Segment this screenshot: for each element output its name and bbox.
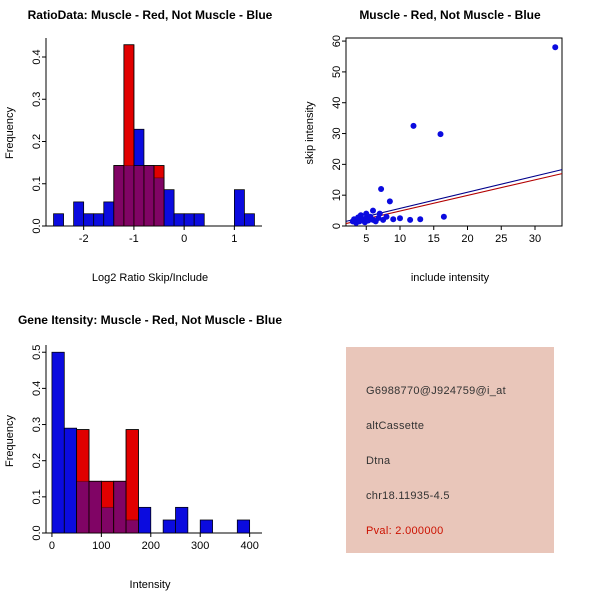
- svg-text:0.5: 0.5: [31, 345, 43, 360]
- svg-text:10: 10: [394, 233, 406, 245]
- svg-text:5: 5: [363, 233, 369, 245]
- svg-text:20: 20: [461, 233, 473, 245]
- svg-text:0.3: 0.3: [31, 417, 43, 432]
- svg-text:25: 25: [495, 233, 507, 245]
- scatter-plot: 5 10 15 20 25 30 0 10 20 30 40 50 60: [331, 35, 563, 245]
- gene-histogram-title: Gene Itensity: Muscle - Red, Not Muscle …: [17, 313, 283, 327]
- ratio-histogram-plot: -2 -1 0 1 0.0 0.1 0.2 0.3 0.4: [31, 38, 262, 245]
- svg-text:0.1: 0.1: [31, 176, 43, 191]
- svg-text:-2: -2: [79, 233, 89, 245]
- svg-text:0.2: 0.2: [31, 134, 43, 149]
- splice-type-text: altCassette: [366, 420, 425, 432]
- svg-text:0.4: 0.4: [31, 381, 43, 396]
- svg-text:0: 0: [181, 233, 187, 245]
- svg-text:20: 20: [331, 158, 343, 170]
- ratio-histogram-panel: RatioData: Muscle - Red, Not Muscle - Bl…: [0, 0, 300, 305]
- ratio-histogram-xlabel: Log2 Ratio Skip/Include: [91, 272, 209, 284]
- svg-text:300: 300: [191, 540, 209, 552]
- svg-text:10: 10: [331, 189, 343, 201]
- pval-text: Pval: 2.000000: [366, 525, 444, 537]
- svg-text:0.0: 0.0: [31, 525, 43, 540]
- svg-text:-1: -1: [129, 233, 139, 245]
- svg-text:0.3: 0.3: [31, 92, 43, 107]
- probe-info-box: G6988770@J924759@i_at altCassette Dtna c…: [346, 347, 554, 553]
- scatter-panel: Muscle - Red, Not Muscle - Blue 5 10 15 20 2…: [300, 0, 600, 305]
- scatter-ylabel: skip intensity: [304, 101, 316, 165]
- gene-histogram-ylabel: Frequency: [4, 415, 16, 467]
- svg-text:0.0: 0.0: [31, 218, 43, 233]
- svg-text:0.2: 0.2: [31, 453, 43, 468]
- ratio-histogram-ylabel: Frequency: [4, 107, 16, 159]
- chromosome-location-text: chr18.11935-4.5: [366, 490, 450, 502]
- svg-text:400: 400: [240, 540, 258, 552]
- gene-histogram-plot: 0 100 200 300 400 0.0 0.1 0.2 0.3 0.4 0.5: [31, 345, 262, 552]
- gene-symbol-text: Dtna: [366, 455, 391, 467]
- ratio-histogram-title: RatioData: Muscle - Red, Not Muscle - Bl…: [27, 8, 273, 22]
- svg-text:50: 50: [331, 66, 343, 78]
- svg-text:0: 0: [49, 540, 55, 552]
- scatter-xlabel: include intensity: [410, 272, 490, 284]
- svg-text:60: 60: [331, 35, 343, 47]
- svg-text:0.4: 0.4: [31, 49, 43, 64]
- svg-text:0: 0: [331, 223, 343, 229]
- svg-text:30: 30: [529, 233, 541, 245]
- svg-text:200: 200: [142, 540, 160, 552]
- svg-text:40: 40: [331, 97, 343, 109]
- gene-histogram-panel: Gene Itensity: Muscle - Red, Not Muscle …: [0, 305, 300, 600]
- probe-id-text: G6988770@J924759@i_at: [366, 385, 506, 397]
- scatter-title: Muscle - Red, Not Muscle - Blue: [359, 8, 541, 22]
- svg-text:30: 30: [331, 127, 343, 139]
- svg-text:0.1: 0.1: [31, 489, 43, 504]
- svg-text:15: 15: [428, 233, 440, 245]
- info-panel: G6988770@J924759@i_at altCassette Dtna c…: [300, 305, 600, 600]
- svg-text:1: 1: [231, 233, 237, 245]
- gene-histogram-xlabel: Intensity: [129, 579, 171, 591]
- svg-text:100: 100: [92, 540, 110, 552]
